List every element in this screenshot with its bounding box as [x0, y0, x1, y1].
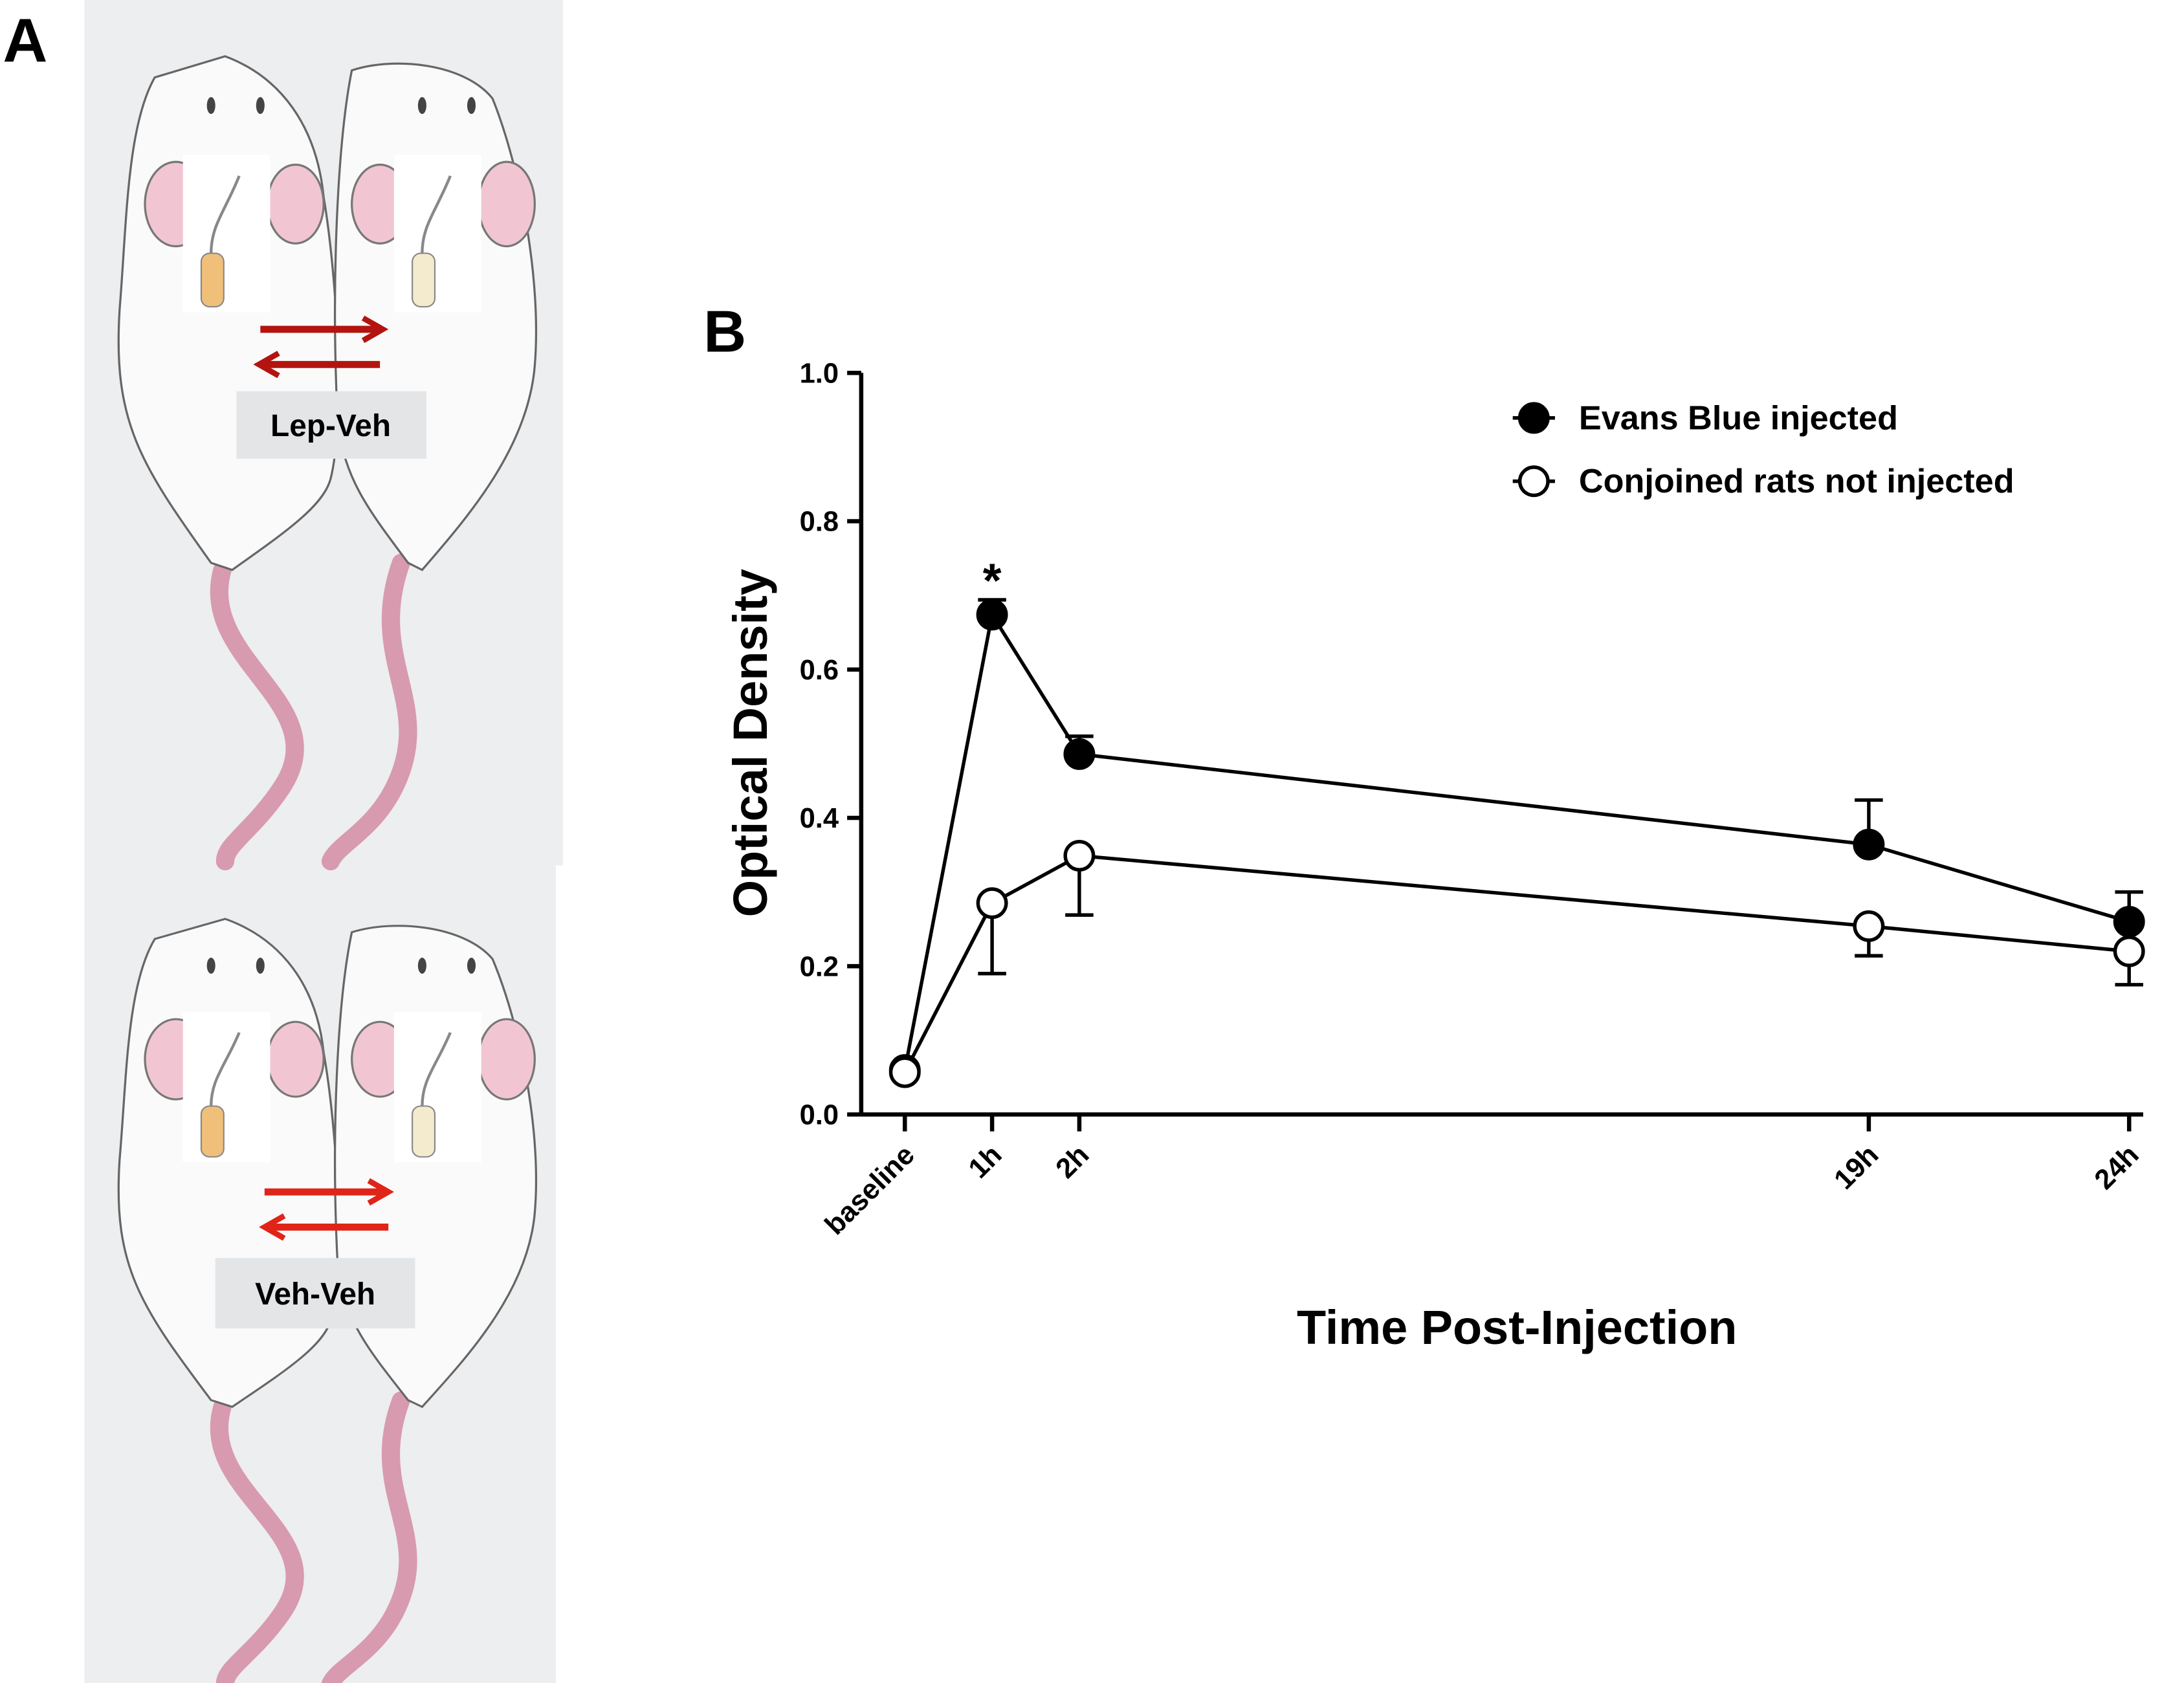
arrows	[253, 315, 394, 1241]
marker	[976, 599, 1008, 631]
y-tick-label: 0.8	[800, 507, 839, 538]
condition-label: Lep-Veh	[270, 409, 391, 443]
series-line	[903, 853, 2130, 1073]
legend-label: Conjoined rats not injected	[1579, 463, 2014, 500]
x-tick-label: 1h	[963, 1139, 1008, 1185]
marker	[1853, 910, 1885, 942]
y-tick-label: 0.4	[800, 803, 839, 834]
marker	[888, 1056, 921, 1088]
marker	[1063, 839, 1096, 872]
annotation: *	[983, 554, 1002, 608]
legend-label: Evans Blue injected	[1579, 399, 1898, 437]
condition-label: Veh-Veh	[255, 1277, 375, 1312]
y-tick-label: 0.2	[800, 951, 839, 982]
marker	[976, 887, 1008, 919]
panel-label: B	[703, 299, 746, 365]
marker	[2113, 905, 2145, 938]
x-tick-label: baseline	[819, 1139, 921, 1241]
y-tick-label: 0.6	[800, 655, 839, 686]
x-tick-label: 2h	[1050, 1139, 1096, 1185]
legend-marker	[1517, 402, 1550, 434]
y-tick-label: 1.0	[800, 358, 839, 390]
marker	[2113, 935, 2145, 967]
y-tick-label: 0.0	[800, 1100, 839, 1131]
y-axis-title: Optical Density	[723, 569, 777, 917]
x-axis-title: Time Post-Injection	[1297, 1301, 1737, 1354]
marker	[1853, 828, 1885, 861]
illustration: Lep-Veh Veh-Veh	[84, 0, 563, 1683]
x-tick-label: 19h	[1828, 1139, 1884, 1196]
legend-marker	[1517, 465, 1550, 498]
x-tick-label: 24h	[2089, 1139, 2145, 1196]
series-line	[903, 610, 2130, 1071]
marker	[1063, 738, 1096, 770]
panel-label: A	[3, 6, 47, 76]
